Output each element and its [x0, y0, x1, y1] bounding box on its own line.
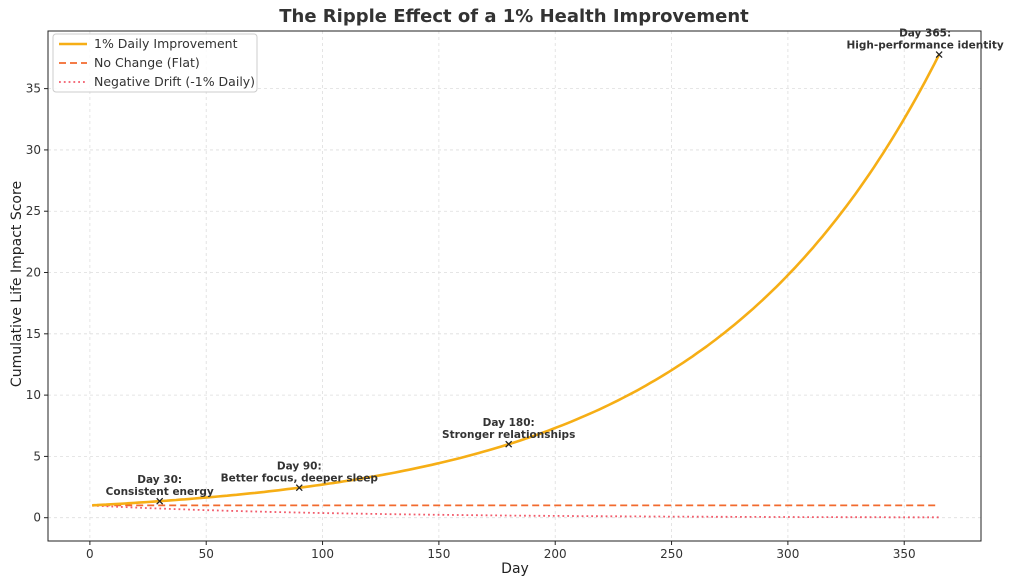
- annotation-marker: [505, 440, 513, 448]
- grid-layer: [48, 31, 981, 541]
- annotation-label: Day 180:: [483, 417, 535, 429]
- x-tick-label: 350: [893, 547, 916, 561]
- ticks-layer: 0 50 100 150 200 250 300 350 0 5 10 15 20 25 30 35: [26, 82, 916, 561]
- series-line-0: [92, 53, 941, 507]
- series-layer: [92, 53, 941, 519]
- legend-label-0: 1% Daily Improvement: [94, 36, 238, 51]
- annotation-label: Day 30:: [137, 474, 182, 486]
- annotation-label: Day 365:: [899, 28, 951, 40]
- y-tick-label: 20: [26, 266, 41, 280]
- annotation-label: Better focus, deeper sleep: [221, 473, 379, 485]
- legend-label-1: No Change (Flat): [94, 55, 200, 70]
- annotation-label: High-performance identity: [847, 40, 1004, 52]
- plot-area-frame: [47, 30, 982, 542]
- x-tick-label: 200: [544, 547, 567, 561]
- chart-title: The Ripple Effect of a 1% Health Improve…: [279, 6, 749, 27]
- y-tick-label: 0: [33, 511, 41, 525]
- x-tick-label: 150: [427, 547, 450, 561]
- annotation-marker: [935, 51, 943, 58]
- y-tick-label: 25: [26, 204, 41, 218]
- y-tick-label: 35: [26, 82, 41, 96]
- x-axis-title: Day: [501, 561, 529, 577]
- annotation-marker: [295, 484, 303, 492]
- y-tick-label: 15: [26, 327, 41, 341]
- annotation-label: Day 90:: [277, 461, 322, 473]
- x-tick-label: 300: [776, 547, 799, 561]
- annotation-marker: [156, 497, 164, 505]
- x-tick-label: 0: [86, 547, 94, 561]
- x-tick-label: 50: [199, 547, 214, 561]
- y-tick-label: 10: [26, 388, 41, 402]
- annotation-label: Consistent energy: [106, 486, 214, 498]
- annotation-layer: Day 30:Consistent energy Day 90:Better fo…: [106, 28, 1004, 505]
- annotation-label: Stronger relationships: [442, 429, 575, 441]
- series-line-2: [92, 504, 940, 519]
- legend: 1% Daily Improvement No Change (Flat) Nega…: [52, 33, 258, 93]
- legend-box: [52, 33, 258, 93]
- x-tick-label: 250: [660, 547, 683, 561]
- y-tick-label: 5: [33, 449, 41, 463]
- y-axis-title: Cumulative Life Impact Score: [9, 181, 25, 387]
- legend-label-2: Negative Drift (-1% Daily): [94, 74, 255, 89]
- x-tick-label: 100: [311, 547, 334, 561]
- y-tick-label: 30: [26, 143, 41, 157]
